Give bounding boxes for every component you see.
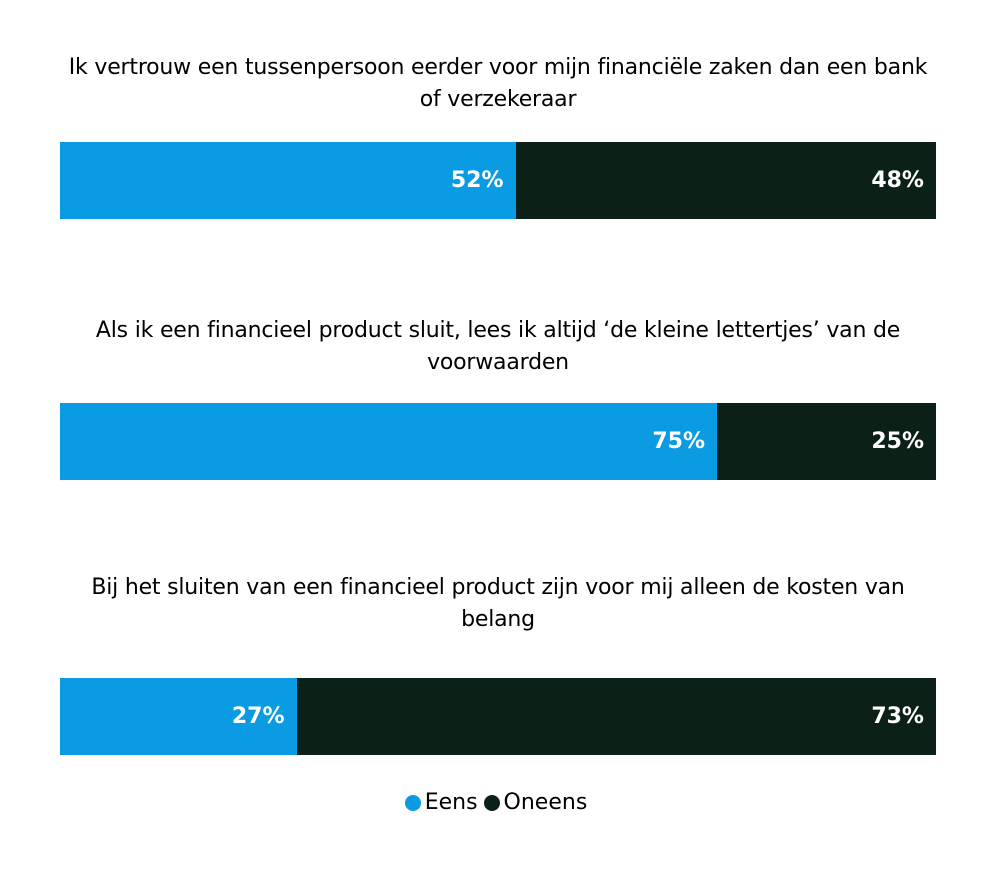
bar-segment-oneens: 73%	[296, 678, 936, 755]
legend-item-eens: Eens	[404, 790, 478, 815]
stacked-bar: 27% 73%	[60, 678, 936, 755]
question-title: Ik vertrouw een tussenpersoon eerder voo…	[68, 55, 928, 112]
bar-segment-oneens: 48%	[515, 142, 936, 219]
data-label: 27%	[231, 704, 285, 729]
bar-segment-eens: 27%	[60, 678, 297, 755]
stacked-bar: 75% 25%	[60, 403, 936, 480]
bar-segment-eens: 75%	[60, 403, 717, 480]
bar-segment-oneens: 25%	[717, 403, 936, 480]
legend-dot-eens	[404, 794, 421, 811]
question-title: Bij het sluiten van een financieel produ…	[91, 575, 905, 632]
data-label: 73%	[871, 704, 924, 729]
data-label: 75%	[652, 429, 705, 454]
legend-label-eens: Eens	[424, 790, 478, 815]
stacked-bar: 52% 48%	[60, 142, 936, 219]
bar-segment-eens: 52%	[60, 142, 516, 219]
legend-label-oneens: Oneens	[503, 790, 588, 815]
legend: Eens Oneens	[0, 790, 992, 815]
question-title: Als ik een financieel product sluit, lee…	[95, 318, 901, 375]
data-label: 25%	[871, 429, 924, 454]
legend-dot-oneens	[483, 794, 500, 811]
data-label: 48%	[871, 168, 924, 193]
legend-item-oneens: Oneens	[483, 790, 588, 815]
data-label: 52%	[450, 168, 504, 193]
